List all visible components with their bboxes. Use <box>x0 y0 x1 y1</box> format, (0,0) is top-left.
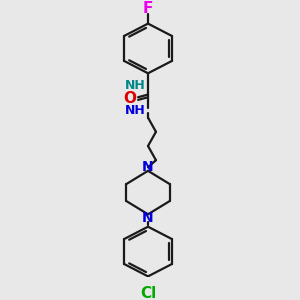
Text: N: N <box>142 211 154 225</box>
Text: NH: NH <box>125 79 146 92</box>
Text: O: O <box>124 91 137 106</box>
Text: F: F <box>143 1 153 16</box>
Text: NH: NH <box>125 104 146 117</box>
Text: N: N <box>142 160 154 174</box>
Text: Cl: Cl <box>140 286 156 300</box>
